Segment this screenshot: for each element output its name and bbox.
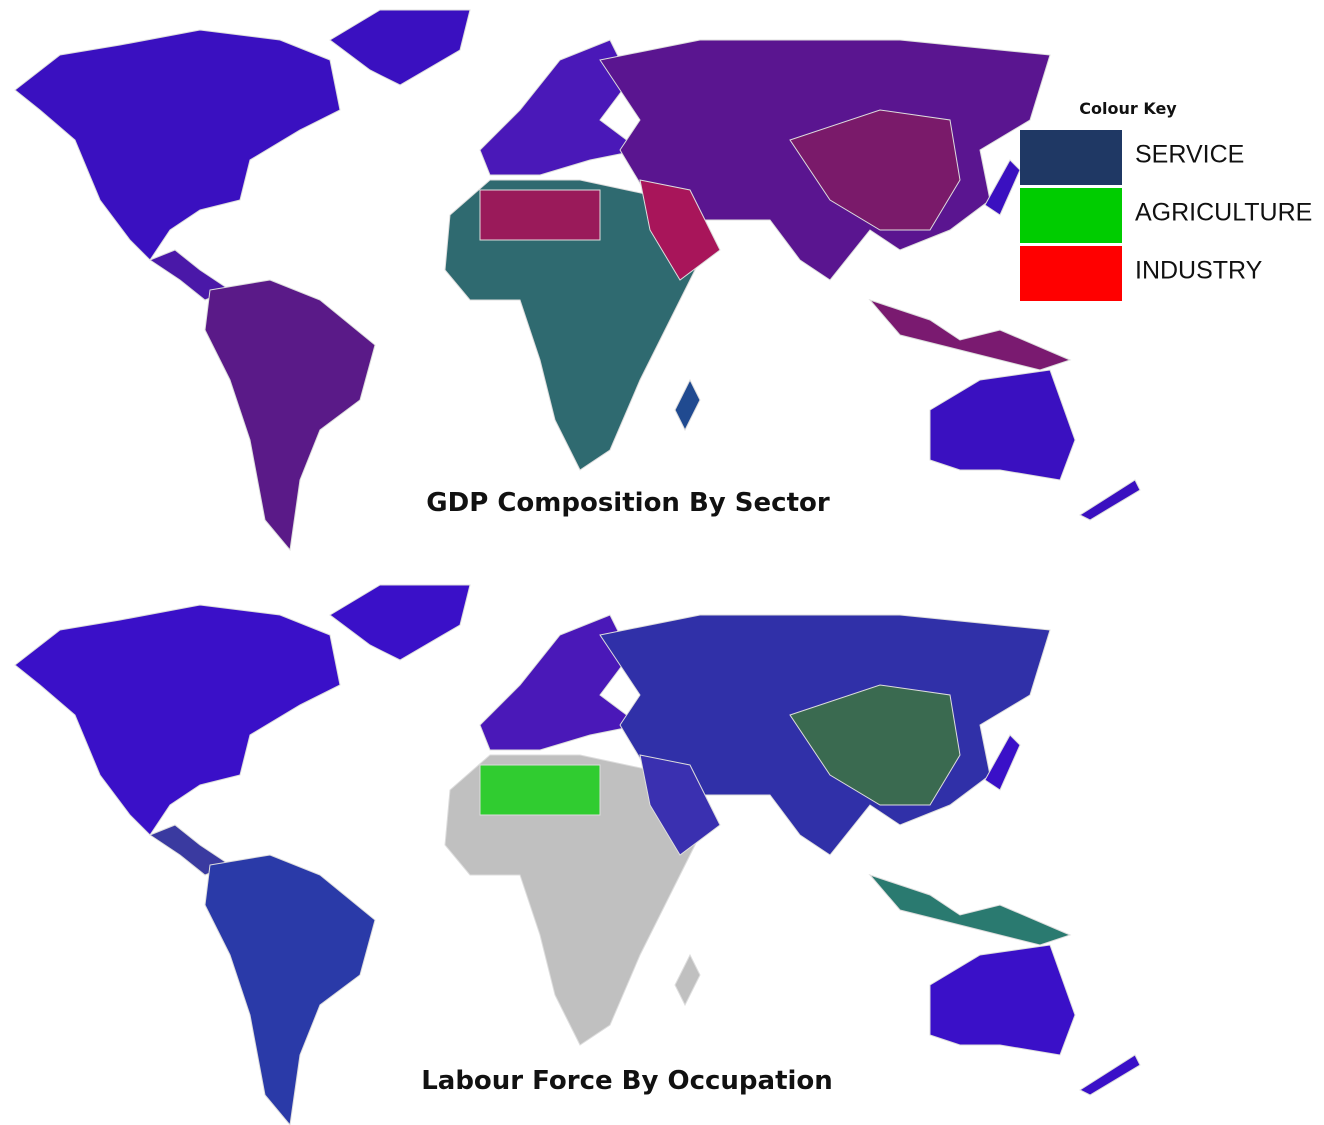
region bbox=[204, 279, 376, 551]
region bbox=[984, 734, 1021, 791]
legend-swatch bbox=[1020, 188, 1122, 243]
region bbox=[984, 159, 1021, 216]
region bbox=[674, 379, 701, 431]
region bbox=[869, 299, 1071, 371]
region bbox=[929, 944, 1076, 1056]
region bbox=[329, 584, 471, 661]
region bbox=[1079, 1054, 1141, 1096]
region bbox=[929, 369, 1076, 481]
region bbox=[674, 954, 701, 1006]
region bbox=[14, 604, 341, 836]
map-gdp bbox=[14, 9, 1141, 551]
legend-label: SERVICE bbox=[1135, 141, 1244, 169]
region bbox=[204, 854, 376, 1125]
region bbox=[14, 29, 341, 261]
legend-title: Colour Key bbox=[1079, 99, 1177, 118]
legend-label: AGRICULTURE bbox=[1135, 199, 1312, 227]
region bbox=[1079, 479, 1141, 521]
legend-swatch bbox=[1020, 246, 1122, 301]
legend: Colour Key SERVICE AGRICULTURE INDUSTRY bbox=[1020, 99, 1312, 301]
map-title: Labour Force By Occupation bbox=[421, 1066, 833, 1096]
legend-swatch bbox=[1020, 130, 1122, 185]
map-labour bbox=[14, 584, 1141, 1125]
region bbox=[479, 764, 601, 816]
region bbox=[329, 9, 471, 86]
region bbox=[479, 189, 601, 241]
legend-label: INDUSTRY bbox=[1135, 257, 1263, 285]
region bbox=[869, 874, 1071, 946]
map-title: GDP Composition By Sector bbox=[426, 488, 830, 518]
